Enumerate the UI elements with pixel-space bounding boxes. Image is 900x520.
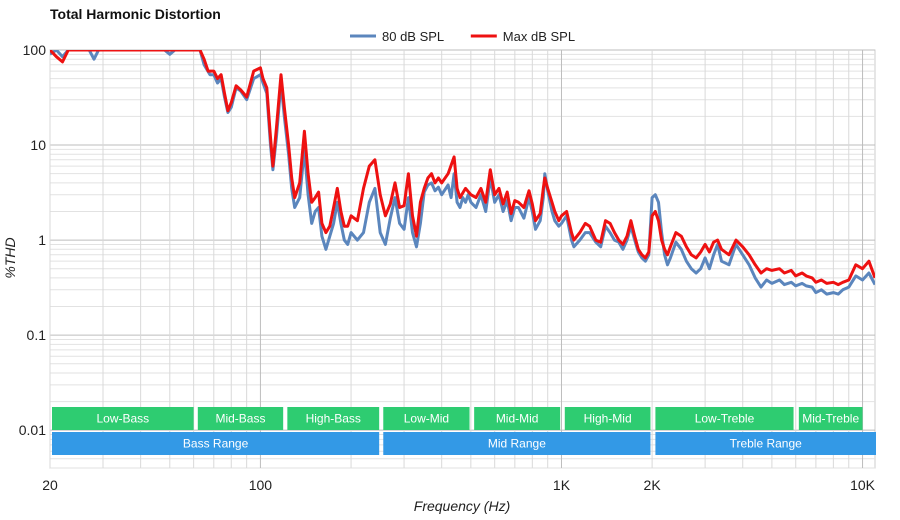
- band-treble-range-bar: [655, 432, 876, 455]
- x-tick-label: 1K: [553, 477, 571, 493]
- y-tick-label: 1: [38, 232, 46, 248]
- band-bass-range: Bass Range: [52, 432, 380, 455]
- band-mid-treble-label: Mid-Treble: [802, 412, 859, 426]
- x-tick-label: 20: [42, 477, 58, 493]
- band-high-bass-label: High-Bass: [306, 412, 361, 426]
- axis-ticks: 100 10 1 0.1 0.01 20 100 1K 2K 10K: [19, 42, 876, 493]
- band-mid-bass: Mid-Bass: [197, 407, 284, 430]
- grid: [49, 49, 876, 469]
- band-mid-range-label: Mid Range: [488, 437, 546, 451]
- x-tick-label: 10K: [850, 477, 876, 493]
- x-tick-label: 2K: [644, 477, 662, 493]
- y-tick-label: 100: [23, 42, 47, 58]
- band-mid-range-bar: [383, 432, 651, 455]
- legend-80-db-spl-label: 80 dB SPL: [382, 29, 444, 44]
- legend-max-db-spl-label: Max dB SPL: [503, 29, 575, 44]
- y-axis-label: %THD: [2, 237, 18, 278]
- band-low-bass-label: Low-Bass: [96, 412, 149, 426]
- band-treble-range: Treble Range: [655, 432, 876, 455]
- band-high-bass: High-Bass: [287, 407, 380, 430]
- band-low-mid: Low-Mid: [383, 407, 470, 430]
- band-high-bass-bar: [287, 407, 380, 430]
- y-tick-label: 10: [30, 137, 46, 153]
- y-tick-label: 0.1: [27, 327, 47, 343]
- band-mid-mid-label: Mid-Mid: [496, 412, 539, 426]
- legend-80-db-spl: 80 dB SPL: [350, 29, 444, 44]
- band-mid-range: Mid Range: [383, 432, 651, 455]
- legend: 80 dB SPL Max dB SPL: [350, 29, 575, 44]
- band-mid-treble: Mid-Treble: [798, 407, 863, 430]
- legend-max-db-spl: Max dB SPL: [470, 29, 575, 44]
- band-low-mid-label: Low-Mid: [404, 412, 449, 426]
- band-high-mid: High-Mid: [564, 407, 651, 430]
- chart-title: Total Harmonic Distortion: [50, 6, 221, 22]
- frequency-bands: Low-Bass Mid-Bass High-Bass Low-Mid Mid-Mid H…: [52, 407, 876, 455]
- band-low-bass-bar: [52, 407, 194, 430]
- band-low-treble-bar: [655, 407, 794, 430]
- band-high-mid-label: High-Mid: [584, 412, 632, 426]
- series-lines: [50, 50, 875, 296]
- band-low-treble-label: Low-Treble: [695, 412, 755, 426]
- band-mid-mid: Mid-Mid: [474, 407, 561, 430]
- band-low-mid-bar: [383, 407, 470, 430]
- series-line-max-db-spl: [50, 50, 875, 287]
- band-mid-bass-label: Mid-Bass: [215, 412, 265, 426]
- band-low-treble: Low-Treble: [655, 407, 794, 430]
- band-mid-treble-bar: [798, 407, 863, 430]
- band-bass-range-bar: [52, 432, 380, 455]
- band-mid-mid-bar: [474, 407, 561, 430]
- x-axis-label: Frequency (Hz): [414, 498, 510, 514]
- band-high-mid-bar: [564, 407, 651, 430]
- band-treble-range-label: Treble Range: [730, 437, 803, 451]
- band-low-bass: Low-Bass: [52, 407, 194, 430]
- band-bass-range-label: Bass Range: [183, 437, 249, 451]
- y-tick-label: 0.01: [19, 422, 46, 438]
- x-tick-label: 100: [249, 477, 273, 493]
- band-mid-bass-bar: [197, 407, 284, 430]
